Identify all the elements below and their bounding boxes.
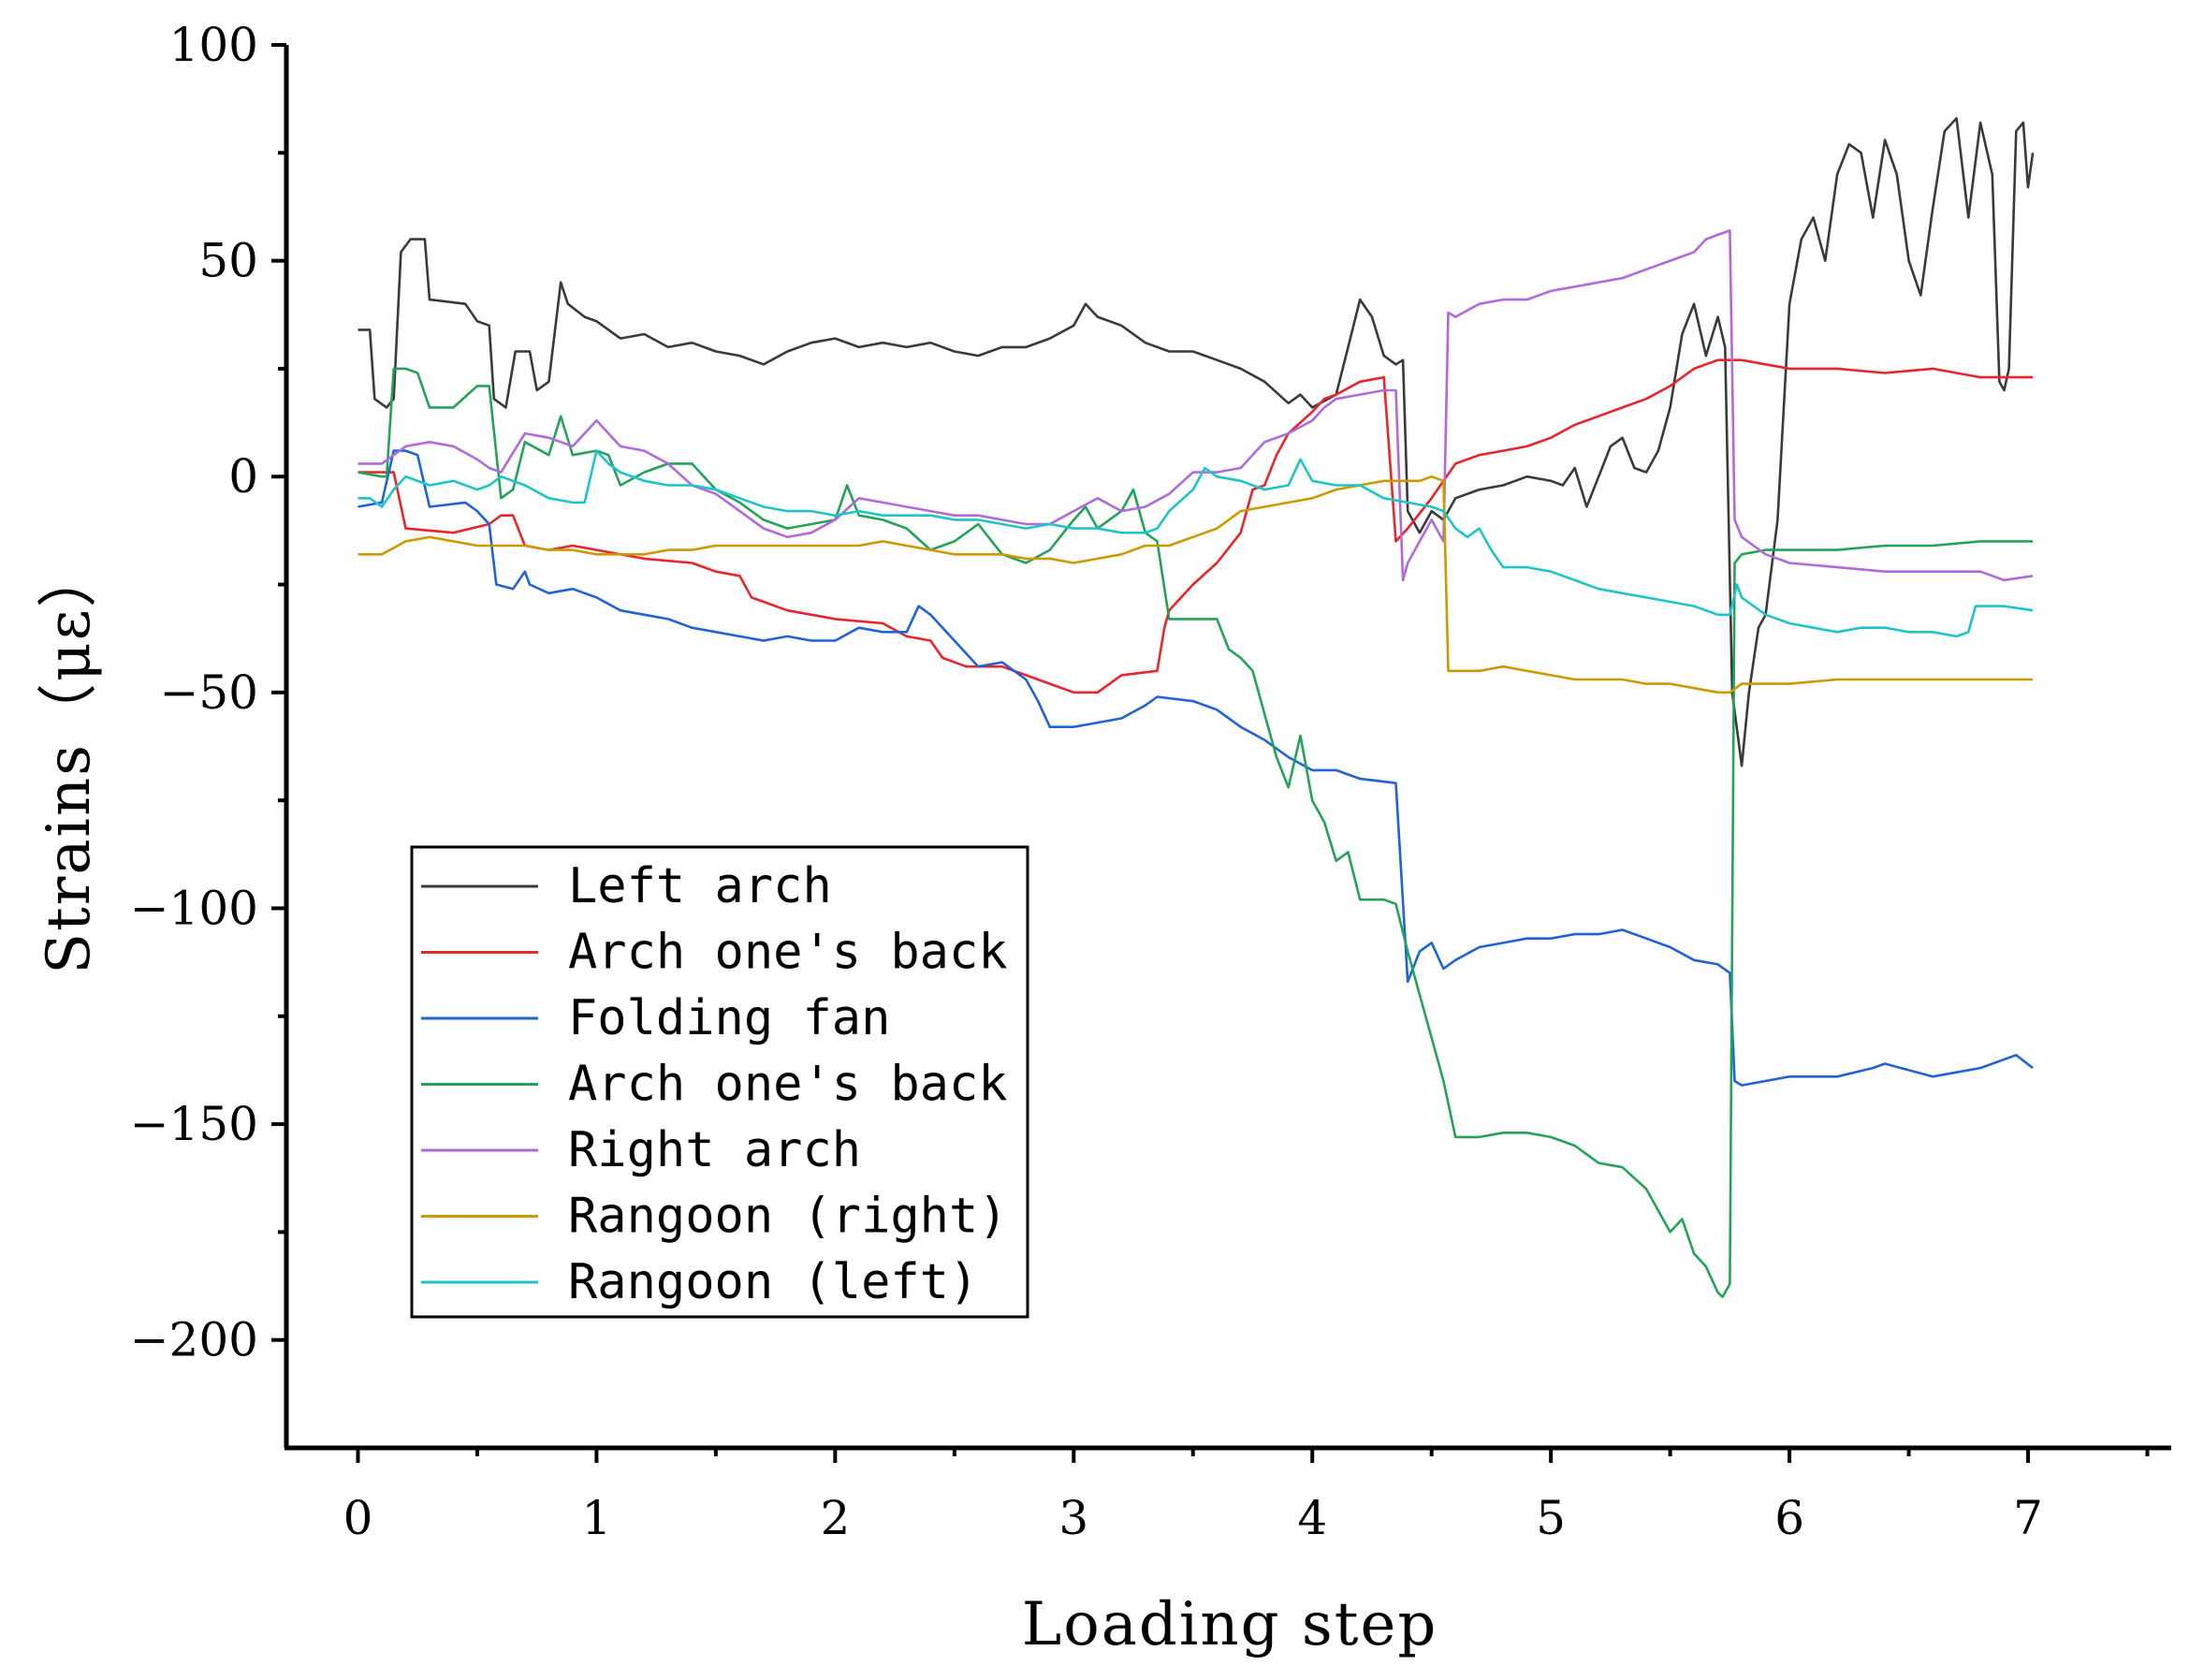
legend: Left arch Arch one's back Folding fan Arch …: [410, 845, 1029, 1319]
x-axis-title: Loading step: [1022, 1590, 1438, 1659]
x-tick-label: 2: [820, 1491, 850, 1545]
series-line-2: [358, 358, 2034, 694]
legend-label: Arch one's back: [568, 925, 1008, 981]
series-line-3: [358, 449, 2034, 1087]
y-tick-label: 0: [228, 449, 258, 504]
legend-label: Rangoon (left): [568, 1254, 978, 1310]
y-tick-label: −200: [130, 1313, 258, 1367]
y-tick-label: −50: [159, 665, 258, 720]
legend-label: Right arch: [568, 1122, 861, 1178]
x-tick-label: 0: [343, 1491, 373, 1545]
legend-label: Folding fan: [568, 990, 890, 1046]
y-tick-label: 50: [198, 234, 258, 288]
legend-items: Left arch Arch one's back Folding fan Arch …: [421, 858, 1008, 1310]
y-ticks: 100 50 0 −50 −100 −150 −200: [130, 18, 286, 1367]
x-tick-label: 3: [1058, 1491, 1088, 1545]
x-ticks: 0 1 2 3 4 5 6 7: [343, 1448, 2150, 1545]
series-line-4: [358, 367, 2034, 1298]
x-tick-label: 7: [2013, 1491, 2043, 1545]
y-tick-label: 100: [169, 18, 258, 72]
plot-lines: [358, 117, 2035, 1298]
x-tick-label: 5: [1536, 1491, 1566, 1545]
axes: 100 50 0 −50 −100 −150 −200 0 1 2 3 4 5 6 7: [130, 18, 2171, 1545]
x-tick-label: 6: [1774, 1491, 1804, 1545]
y-tick-label: −100: [130, 881, 258, 935]
series-line-7: [358, 449, 2034, 638]
legend-box: [410, 845, 1029, 1319]
legend-label: Left arch: [568, 858, 832, 914]
series-line-6: [358, 475, 2034, 694]
series-line-1: [358, 117, 2035, 767]
y-tick-label: −150: [130, 1097, 258, 1151]
legend-label: Arch one's back: [568, 1057, 1008, 1113]
x-tick-label: 1: [582, 1491, 612, 1545]
legend-label: Rangoon (right): [568, 1189, 1008, 1245]
x-tick-label: 4: [1297, 1491, 1327, 1545]
y-axis-title: Strains（με）: [35, 546, 104, 974]
series-line-5: [358, 229, 2034, 582]
